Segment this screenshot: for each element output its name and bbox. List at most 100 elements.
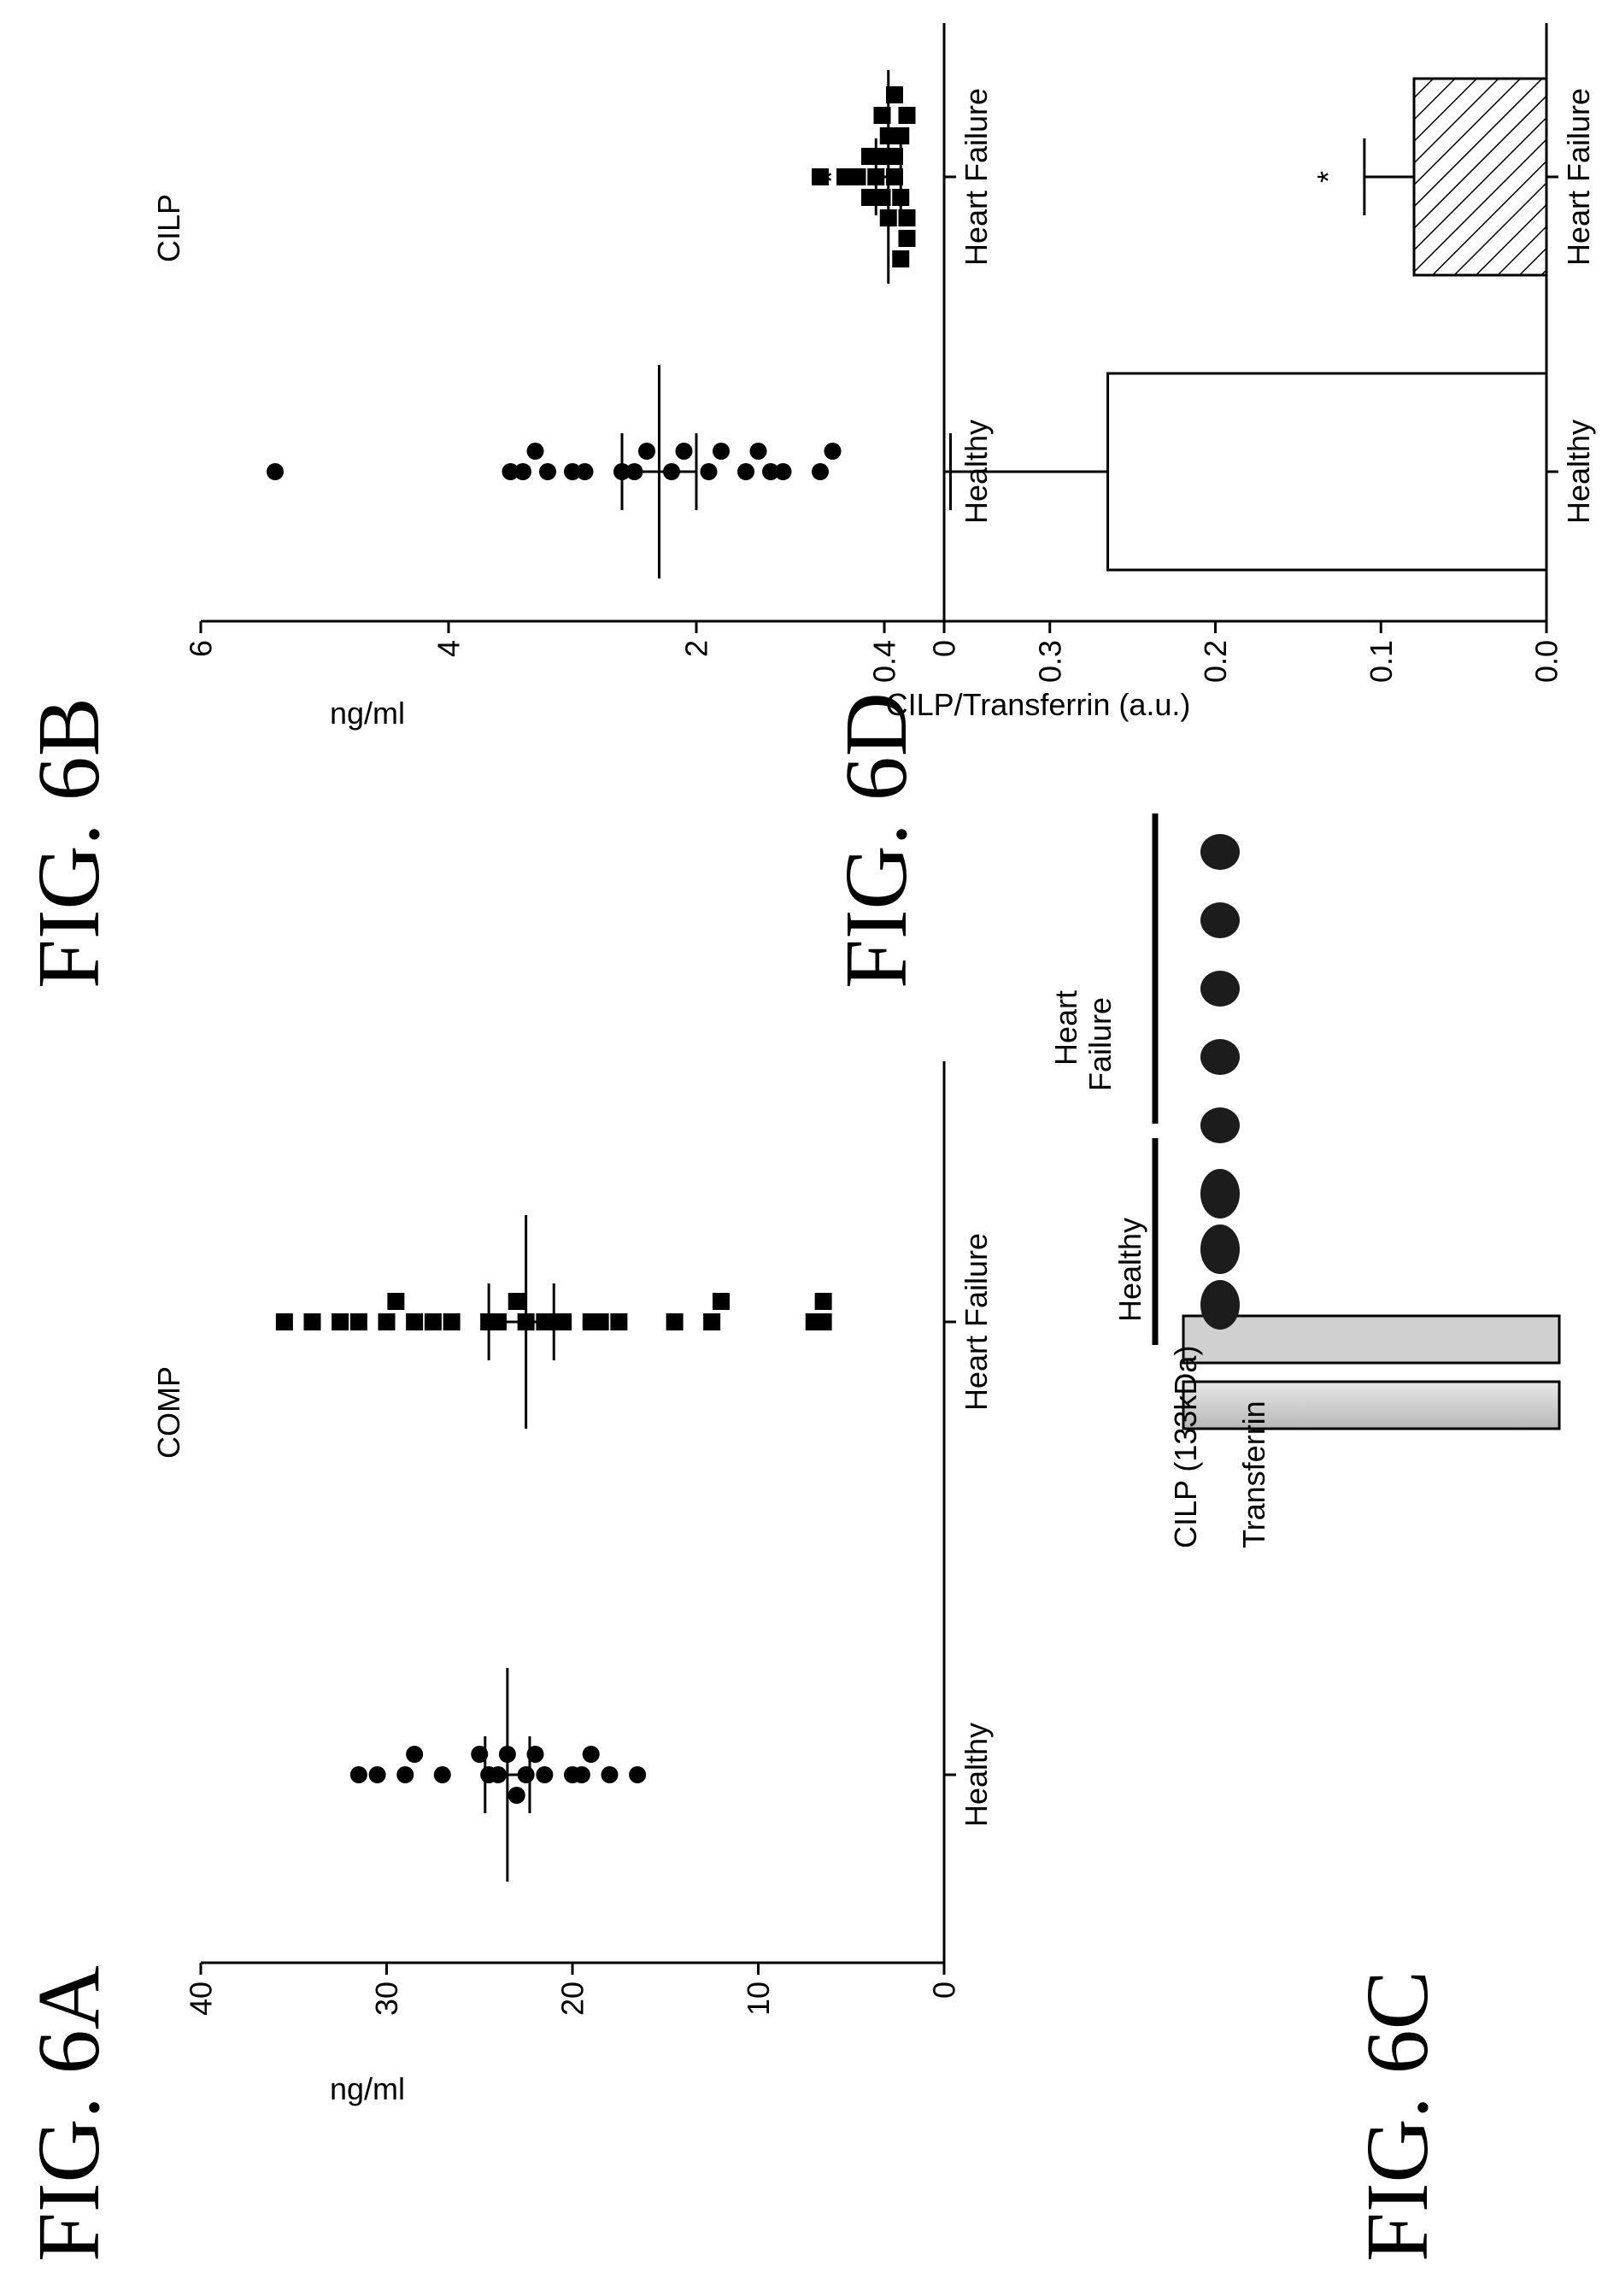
transferrin-band bbox=[1200, 971, 1240, 1007]
chart-6a-ytick-label: 0 bbox=[927, 1982, 962, 1999]
transferrin-band bbox=[1200, 1169, 1240, 1218]
chart-6b-point-heart-failure bbox=[898, 209, 916, 226]
chart-6a-point-healthy bbox=[406, 1746, 424, 1763]
transferrin-band bbox=[1200, 1039, 1240, 1075]
chart-6a-point-heart-failure bbox=[814, 1313, 832, 1330]
chart-6a-point-heart-failure bbox=[406, 1313, 424, 1330]
chart-6d-ytick-label: 0.3 bbox=[1032, 640, 1067, 683]
chart-6b-point-heart-failure bbox=[892, 250, 910, 267]
chart-6a-ytick-label: 20 bbox=[555, 1982, 590, 2016]
chart-6a-point-heart-failure bbox=[378, 1313, 396, 1330]
chart-6b-point-heart-failure bbox=[848, 168, 866, 185]
chart-6b-point-heart-failure bbox=[812, 168, 829, 185]
chart-6a-point-healthy bbox=[601, 1766, 619, 1783]
chart-6a-point-heart-failure bbox=[303, 1313, 321, 1330]
chart-6d-ylabel: CILP/Transferrin (a.u.) bbox=[886, 687, 1191, 722]
chart-6a-ytick-label: 10 bbox=[741, 1982, 776, 2016]
chart-6b-xtick-label: Heart Failure bbox=[959, 88, 994, 266]
chart-6a-point-heart-failure bbox=[814, 1293, 832, 1310]
chart-6d-ytick-label: 0.4 bbox=[867, 640, 902, 683]
chart-6a-point-heart-failure bbox=[349, 1313, 367, 1330]
fig-6c-heading: FIG. 6C bbox=[1348, 1970, 1446, 2262]
chart-6b-point-heart-failure bbox=[861, 189, 878, 206]
chart-6b-point-heart-failure bbox=[873, 107, 891, 124]
blot-band-cilp: CILP (133kDa) bbox=[1168, 1346, 1203, 1548]
chart-6a-point-heart-failure bbox=[713, 1293, 730, 1310]
chart-6a-point-healthy bbox=[572, 1766, 590, 1783]
chart-6a-ytick-label: 30 bbox=[369, 1982, 404, 2016]
chart-6b-point-healthy bbox=[675, 443, 693, 460]
transferrin-band bbox=[1200, 834, 1240, 870]
chart-6a-xtick-label: Heart Failure bbox=[959, 1233, 994, 1411]
chart-6b-point-heart-failure bbox=[886, 148, 903, 165]
chart-6b-point-healthy bbox=[526, 443, 544, 460]
chart-6d-significance-mark: * bbox=[1311, 171, 1346, 183]
chart-6a-point-heart-failure bbox=[332, 1313, 349, 1330]
chart-6d: CILP/Transferrin (a.u.) 0.0 0.1 0.2 0.3 0.4 H… bbox=[867, 23, 1596, 722]
chart-6d-bar-healthy bbox=[1106, 372, 1548, 572]
chart-6b-ytick-label: 6 bbox=[184, 640, 219, 657]
chart-6a-point-healthy bbox=[629, 1766, 647, 1783]
chart-6a-point-heart-failure bbox=[275, 1313, 293, 1330]
chart-6a-point-healthy bbox=[508, 1787, 525, 1804]
chart-6b-point-healthy bbox=[564, 463, 581, 480]
transferrin-band bbox=[1200, 1107, 1240, 1143]
chart-6b-ytick-label: 2 bbox=[679, 640, 714, 657]
chart-6a-ytick-label: 40 bbox=[184, 1982, 219, 2016]
blot-lane-cilp bbox=[1182, 1380, 1561, 1430]
blot-group-heart: Heart bbox=[1048, 990, 1083, 1066]
blot-lane-transferrin bbox=[1182, 1314, 1561, 1365]
transferrin-band bbox=[1200, 1280, 1240, 1330]
chart-6d-ytick-label: 0.0 bbox=[1529, 640, 1564, 683]
chart-6b-point-healthy bbox=[774, 463, 792, 480]
chart-6a-point-heart-failure bbox=[555, 1313, 572, 1330]
chart-6a-xtick-label: Healthy bbox=[959, 1723, 994, 1827]
chart-6b-point-healthy bbox=[762, 463, 779, 480]
chart-6b-point-healthy bbox=[737, 463, 754, 480]
chart-6b-point-heart-failure bbox=[886, 86, 903, 103]
chart-6b-ylabel: ng/ml bbox=[330, 696, 405, 731]
chart-6b-ytick-label: 0 bbox=[927, 640, 962, 657]
chart-6b-point-healthy bbox=[749, 443, 767, 460]
chart-6b-title: CILP bbox=[151, 194, 186, 262]
chart-6b-point-heart-failure bbox=[898, 230, 916, 247]
chart-6a-point-healthy bbox=[471, 1746, 489, 1763]
blot-6c: Healthy Heart Failure CILP (133kDa) Tran… bbox=[1048, 813, 1561, 1548]
chart-6a-point-healthy bbox=[433, 1766, 451, 1783]
blot-band-transferrin: Transferrin bbox=[1236, 1401, 1271, 1548]
chart-6a-point-heart-failure bbox=[387, 1293, 405, 1310]
chart-6d-xtick-label: Healthy bbox=[1561, 420, 1596, 524]
chart-6d-xtick-label: Heart Failure bbox=[1561, 88, 1596, 266]
chart-6a-point-heart-failure bbox=[591, 1313, 609, 1330]
fig-6b-heading: FIG. 6B bbox=[20, 697, 118, 989]
chart-6a-point-healthy bbox=[396, 1766, 414, 1783]
chart-6b-point-healthy bbox=[576, 463, 594, 480]
chart-6a-point-healthy bbox=[526, 1746, 544, 1763]
fig-6a-heading: FIG. 6A bbox=[20, 1965, 118, 2262]
chart-6b-point-healthy bbox=[267, 463, 284, 480]
chart-6b-point-healthy bbox=[713, 443, 730, 460]
chart-6b-point-healthy bbox=[812, 463, 829, 480]
fig-6d-heading: FIG. 6D bbox=[827, 692, 925, 989]
chart-6a-point-healthy bbox=[536, 1766, 554, 1783]
chart-6a-point-heart-failure bbox=[443, 1313, 461, 1330]
chart-6a-point-heart-failure bbox=[508, 1293, 525, 1310]
transferrin-bands bbox=[1200, 834, 1240, 1330]
chart-6a-point-healthy bbox=[349, 1766, 367, 1783]
chart-6d-bar-heart-failure bbox=[1412, 77, 1548, 277]
chart-6b-point-healthy bbox=[638, 443, 655, 460]
chart-6b-point-healthy bbox=[502, 463, 519, 480]
chart-6d-ytick-label: 0.2 bbox=[1198, 640, 1233, 683]
chart-6b-point-healthy bbox=[514, 463, 531, 480]
chart-6a-title: COMP bbox=[151, 1366, 186, 1459]
chart-6b-point-healthy bbox=[700, 463, 718, 480]
blot-group-healthy: Healthy bbox=[1112, 1218, 1147, 1322]
blot-group-failure: Failure bbox=[1083, 997, 1118, 1091]
chart-6a-point-heart-failure bbox=[666, 1313, 684, 1330]
chart-6a-point-healthy bbox=[582, 1746, 600, 1763]
chart-6d-ytick-label: 0.1 bbox=[1364, 640, 1399, 683]
chart-6b-point-healthy bbox=[824, 443, 842, 460]
transferrin-band bbox=[1200, 1224, 1240, 1274]
chart-6a-ylabel: ng/ml bbox=[330, 2071, 405, 2106]
